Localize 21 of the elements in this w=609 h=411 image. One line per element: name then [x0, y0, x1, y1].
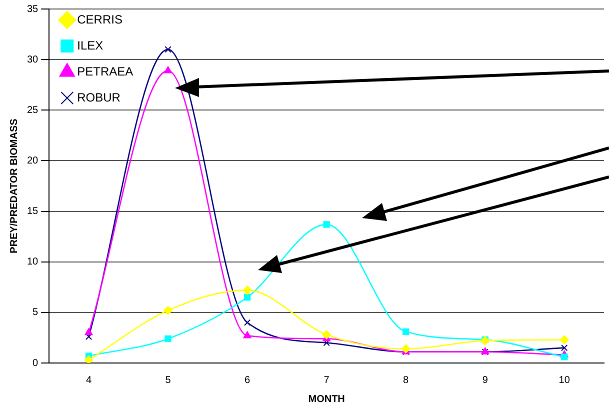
x-tick-label: 10 [558, 374, 570, 386]
x-tick-label: 4 [86, 374, 92, 386]
y-tick-label: 35 [27, 4, 39, 15]
x-tick-label: 6 [244, 374, 251, 386]
y-tick-label: 0 [32, 358, 39, 369]
y-tick-label: 30 [27, 54, 39, 66]
y-tick-label: 25 [27, 104, 39, 116]
y-tick-label: 5 [32, 307, 39, 318]
x-tick-label: 7 [324, 374, 330, 386]
x-tick-label: 5 [165, 374, 172, 386]
y-tick-label: 10 [27, 256, 39, 268]
y-axis-title: PREY/PREDATOR BIOMASS [8, 118, 20, 254]
y-tick-label: 20 [27, 155, 39, 166]
legend-label: PETRAEA [77, 64, 134, 78]
legend-label: CERRIS [77, 12, 122, 26]
x-tick-label: 9 [482, 374, 488, 386]
x-axis-title: MONTH [308, 394, 345, 405]
y-tick-label: 15 [27, 206, 39, 218]
legend-label: ROBUR [77, 90, 121, 104]
legend-label: ILEX [77, 38, 104, 52]
x-tick-label: 8 [403, 374, 410, 386]
